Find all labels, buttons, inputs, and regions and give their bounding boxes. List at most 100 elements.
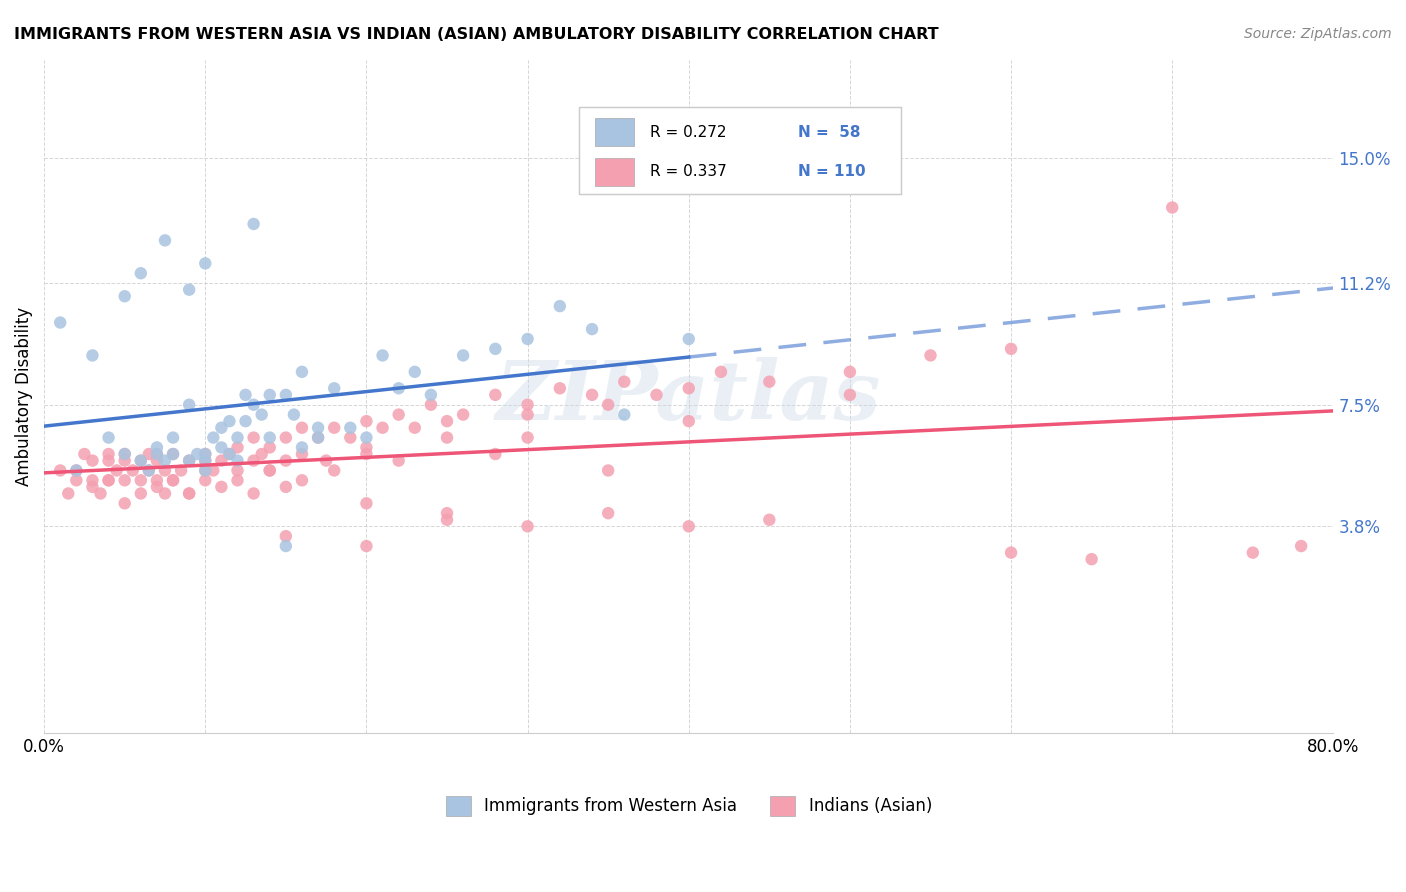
Point — [274, 453, 297, 467]
Point — [153, 233, 176, 247]
Point — [242, 217, 264, 231]
Point — [388, 453, 411, 467]
Point — [194, 463, 217, 477]
Point — [226, 431, 249, 445]
Point — [82, 480, 104, 494]
Point — [242, 398, 264, 412]
Point — [146, 441, 169, 455]
Point — [613, 375, 636, 389]
Point — [209, 453, 232, 467]
Point — [114, 447, 136, 461]
Point — [194, 463, 217, 477]
Point — [758, 375, 780, 389]
Point — [146, 447, 169, 461]
Point — [307, 431, 329, 445]
Point — [678, 332, 700, 346]
Point — [291, 441, 314, 455]
Point — [97, 431, 120, 445]
Point — [82, 453, 104, 467]
Point — [598, 398, 620, 412]
Point — [404, 365, 426, 379]
Point — [436, 513, 458, 527]
Point — [129, 266, 152, 280]
Point — [58, 486, 80, 500]
Point — [516, 431, 538, 445]
Point — [89, 486, 111, 500]
Point — [323, 421, 346, 435]
Point — [202, 463, 225, 477]
Point — [129, 473, 152, 487]
Point — [259, 463, 281, 477]
Point — [1241, 546, 1264, 560]
Point — [548, 299, 571, 313]
Point — [613, 408, 636, 422]
Point — [186, 447, 208, 461]
Point — [451, 408, 474, 422]
Text: ZIPatlas: ZIPatlas — [496, 357, 882, 436]
Point — [226, 463, 249, 477]
Point — [153, 463, 176, 477]
Text: Source: ZipAtlas.com: Source: ZipAtlas.com — [1244, 27, 1392, 41]
Point — [259, 441, 281, 455]
Point — [146, 447, 169, 461]
Point — [194, 453, 217, 467]
Point — [226, 473, 249, 487]
Point — [242, 486, 264, 500]
Point — [114, 473, 136, 487]
Point — [162, 473, 184, 487]
Point — [323, 463, 346, 477]
Point — [105, 463, 128, 477]
Point — [179, 453, 201, 467]
Point — [758, 513, 780, 527]
Point — [419, 388, 441, 402]
Point — [283, 408, 305, 422]
Point — [581, 322, 603, 336]
Point — [179, 283, 201, 297]
Point — [291, 365, 314, 379]
Point — [138, 463, 160, 477]
Point — [209, 441, 232, 455]
Point — [194, 453, 217, 467]
Point — [194, 447, 217, 461]
Point — [114, 453, 136, 467]
Point — [65, 463, 87, 477]
Point — [371, 348, 394, 362]
Point — [49, 463, 72, 477]
Point — [484, 388, 506, 402]
Point — [162, 431, 184, 445]
Point — [242, 453, 264, 467]
Point — [274, 431, 297, 445]
Point — [146, 480, 169, 494]
Point — [516, 398, 538, 412]
Point — [218, 447, 240, 461]
Point — [1080, 552, 1102, 566]
Point — [218, 414, 240, 428]
Point — [209, 421, 232, 435]
Point — [436, 414, 458, 428]
Point — [218, 447, 240, 461]
Point — [291, 473, 314, 487]
Point — [678, 414, 700, 428]
Point — [209, 480, 232, 494]
Point — [436, 506, 458, 520]
Point — [97, 447, 120, 461]
Point — [162, 447, 184, 461]
Point — [339, 421, 361, 435]
Point — [170, 463, 193, 477]
Point — [82, 348, 104, 362]
Point — [307, 431, 329, 445]
Point — [202, 431, 225, 445]
Point — [516, 332, 538, 346]
Point — [1161, 201, 1184, 215]
Point — [291, 447, 314, 461]
Point — [250, 447, 273, 461]
Point — [114, 496, 136, 510]
Point — [179, 398, 201, 412]
Point — [65, 463, 87, 477]
Point — [323, 381, 346, 395]
Point — [274, 480, 297, 494]
Point — [710, 365, 733, 379]
Point — [315, 453, 337, 467]
Point — [678, 519, 700, 533]
Point — [97, 473, 120, 487]
